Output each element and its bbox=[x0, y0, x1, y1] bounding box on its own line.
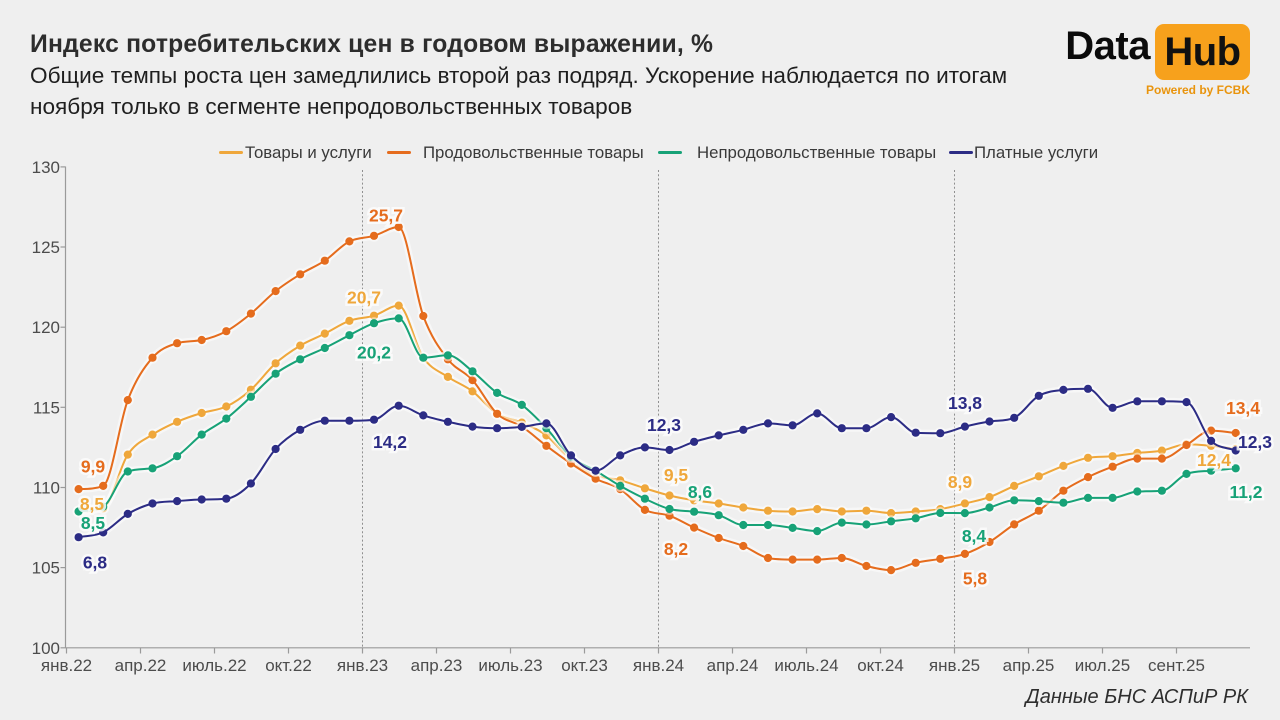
svg-text:130: 130 bbox=[32, 158, 60, 177]
svg-text:13,8: 13,8 bbox=[948, 393, 982, 413]
svg-text:12,4: 12,4 bbox=[1197, 450, 1231, 470]
svg-text:янв.25: янв.25 bbox=[929, 656, 980, 675]
svg-text:июл.25: июл.25 bbox=[1075, 656, 1130, 675]
svg-text:апр.25: апр.25 bbox=[1003, 656, 1055, 675]
svg-text:14,2: 14,2 bbox=[373, 432, 407, 452]
svg-text:сент.25: сент.25 bbox=[1148, 656, 1205, 675]
svg-text:100: 100 bbox=[32, 639, 60, 658]
svg-text:окт.22: окт.22 bbox=[265, 656, 312, 675]
svg-text:20,2: 20,2 bbox=[357, 343, 391, 363]
svg-text:8,2: 8,2 bbox=[664, 539, 689, 559]
svg-text:8,4: 8,4 bbox=[962, 526, 987, 546]
svg-text:11,2: 11,2 bbox=[1229, 482, 1262, 502]
svg-text:8,5: 8,5 bbox=[80, 494, 105, 514]
svg-text:105: 105 bbox=[32, 559, 60, 578]
svg-text:апр.24: апр.24 bbox=[707, 656, 759, 675]
svg-text:9,9: 9,9 bbox=[81, 457, 106, 477]
svg-text:янв.23: янв.23 bbox=[337, 656, 388, 675]
svg-text:8,5: 8,5 bbox=[81, 513, 106, 533]
svg-text:115: 115 bbox=[33, 398, 60, 417]
svg-text:125: 125 bbox=[32, 238, 60, 257]
svg-text:13,4: 13,4 bbox=[1226, 398, 1260, 418]
svg-text:июль.22: июль.22 bbox=[182, 656, 246, 675]
svg-text:25,7: 25,7 bbox=[369, 206, 403, 226]
svg-text:окт.24: окт.24 bbox=[857, 656, 904, 675]
svg-text:8,9: 8,9 bbox=[948, 472, 973, 492]
svg-text:5,8: 5,8 bbox=[963, 569, 988, 589]
svg-text:20,7: 20,7 bbox=[347, 288, 381, 308]
svg-text:110: 110 bbox=[33, 479, 60, 498]
svg-text:янв.22: янв.22 bbox=[41, 656, 92, 675]
svg-text:12,3: 12,3 bbox=[647, 415, 681, 435]
svg-text:окт.23: окт.23 bbox=[561, 656, 608, 675]
svg-text:апр.22: апр.22 bbox=[115, 656, 167, 675]
svg-text:12,3: 12,3 bbox=[1238, 432, 1272, 452]
svg-text:9,5: 9,5 bbox=[664, 465, 689, 485]
svg-text:июль.24: июль.24 bbox=[774, 656, 838, 675]
svg-text:120: 120 bbox=[32, 318, 60, 337]
svg-text:апр.23: апр.23 bbox=[411, 656, 463, 675]
svg-text:июль.23: июль.23 bbox=[478, 656, 542, 675]
svg-text:8,6: 8,6 bbox=[688, 482, 713, 502]
svg-text:6,8: 6,8 bbox=[83, 553, 108, 573]
svg-text:янв.24: янв.24 bbox=[633, 656, 684, 675]
